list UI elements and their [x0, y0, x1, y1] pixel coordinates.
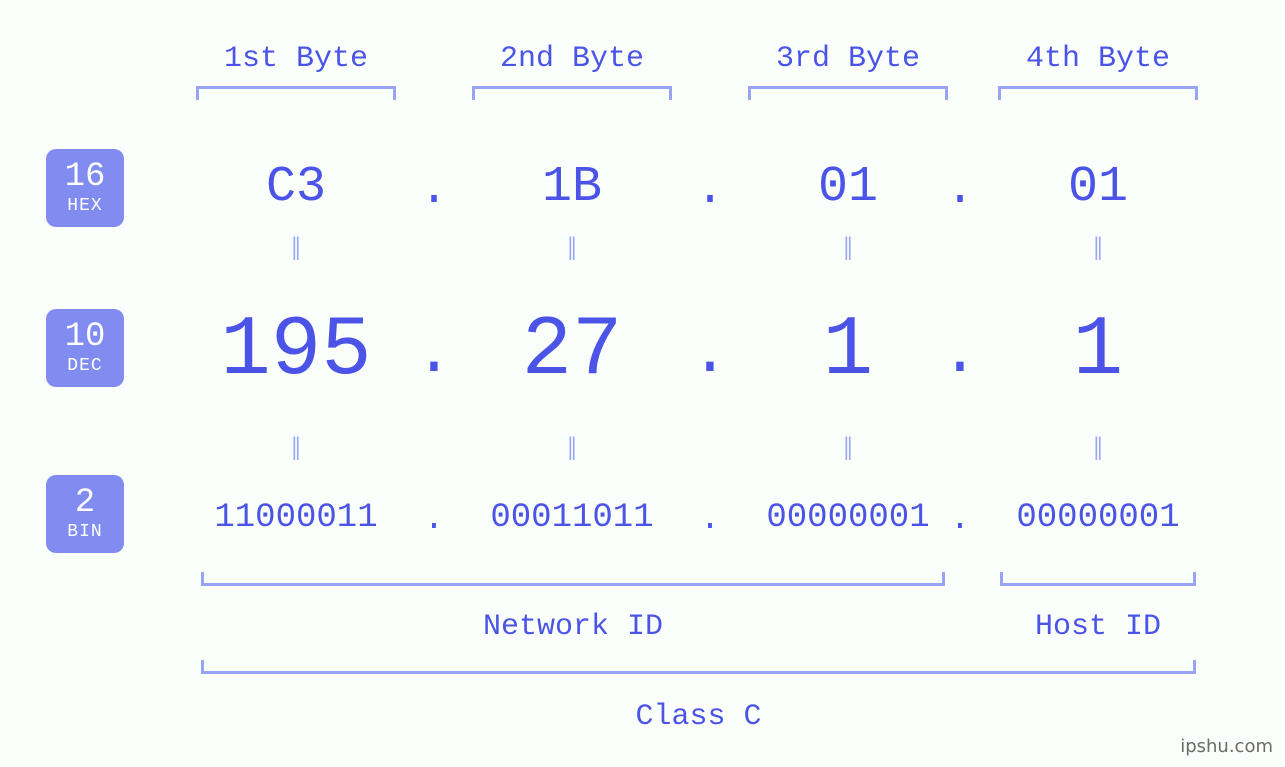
dec-dot-1: . [404, 319, 464, 391]
byte-label-1: 1st Byte [166, 41, 426, 77]
hex-byte-1: C3 [166, 159, 426, 217]
hex-dot-3: . [930, 162, 990, 218]
dec-byte-1: 195 [166, 306, 426, 398]
equals-hex-dec-4: ‖ [1068, 232, 1128, 272]
equals-dec-bin-4: ‖ [1068, 432, 1128, 472]
network-id-bracket [201, 572, 945, 586]
byte-label-4: 4th Byte [968, 41, 1228, 77]
dec-dot-3: . [930, 319, 990, 391]
hex-badge: 16HEX [46, 149, 124, 227]
equals-dec-bin-2: ‖ [542, 432, 602, 472]
dec-byte-2: 27 [442, 306, 702, 398]
dec-badge: 10DEC [46, 309, 124, 387]
byte-bracket-4 [998, 86, 1198, 100]
equals-dec-bin-3: ‖ [818, 432, 878, 472]
class-label: Class C [499, 699, 899, 735]
bin-byte-4: 00000001 [968, 497, 1228, 539]
dec-byte-4: 1 [968, 306, 1228, 398]
bin-byte-1: 11000011 [166, 497, 426, 539]
bin-dot-1: . [404, 499, 464, 541]
hex-badge-sub: HEX [46, 197, 124, 216]
hex-badge-num: 16 [46, 160, 124, 196]
bin-byte-2: 00011011 [442, 497, 702, 539]
hex-byte-2: 1B [442, 159, 702, 217]
byte-label-2: 2nd Byte [442, 41, 702, 77]
hex-dot-1: . [404, 162, 464, 218]
dec-badge-num: 10 [46, 320, 124, 356]
byte-bracket-2 [472, 86, 672, 100]
network-id-label: Network ID [373, 609, 773, 645]
bin-badge-num: 2 [46, 486, 124, 522]
dec-badge-sub: DEC [46, 357, 124, 376]
equals-dec-bin-1: ‖ [266, 432, 326, 472]
byte-label-3: 3rd Byte [718, 41, 978, 77]
bin-badge-sub: BIN [46, 523, 124, 542]
bin-dot-3: . [930, 499, 990, 541]
byte-bracket-1 [196, 86, 396, 100]
watermark: ipshu.com [1180, 736, 1273, 757]
dec-dot-2: . [680, 319, 740, 391]
hex-byte-4: 01 [968, 159, 1228, 217]
equals-hex-dec-2: ‖ [542, 232, 602, 272]
bin-badge: 2BIN [46, 475, 124, 553]
host-id-label: Host ID [898, 609, 1285, 645]
hex-dot-2: . [680, 162, 740, 218]
host-id-bracket [1000, 572, 1196, 586]
equals-hex-dec-3: ‖ [818, 232, 878, 272]
byte-bracket-3 [748, 86, 948, 100]
class-bracket [201, 660, 1196, 674]
equals-hex-dec-1: ‖ [266, 232, 326, 272]
bin-dot-2: . [680, 499, 740, 541]
